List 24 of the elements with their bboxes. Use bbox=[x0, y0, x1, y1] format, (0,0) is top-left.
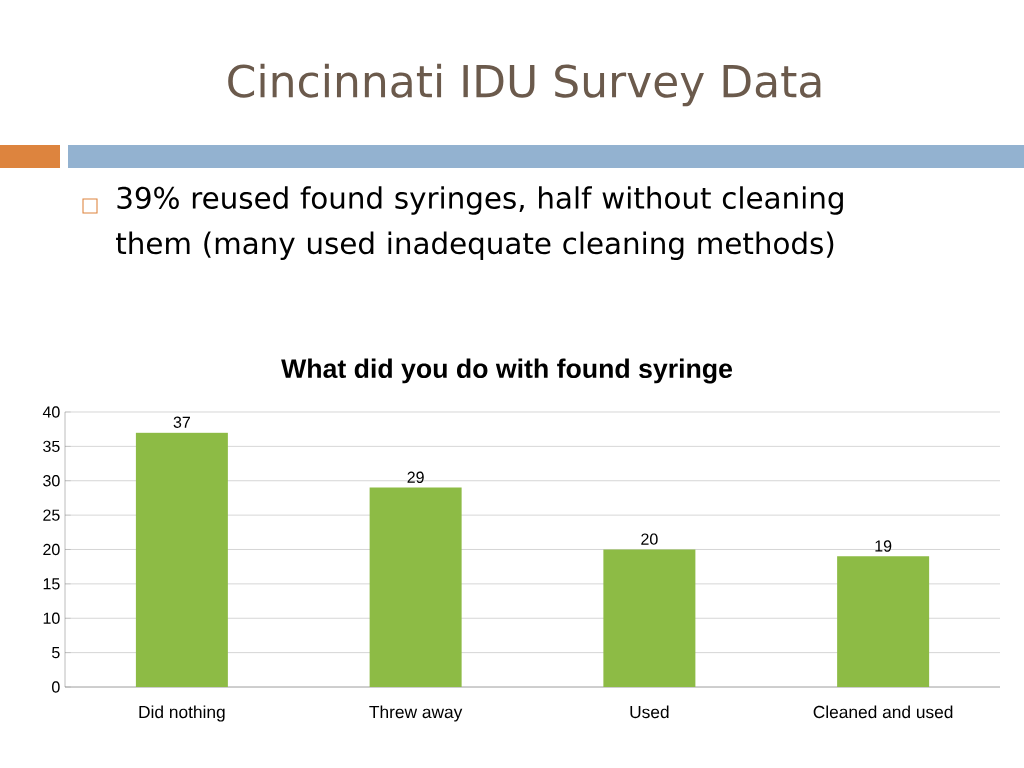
y-tick-label: 25 bbox=[43, 509, 60, 521]
y-tick-label: 15 bbox=[43, 578, 60, 590]
chart-title: What did you do with found syringe bbox=[281, 358, 733, 384]
y-tick-label: 30 bbox=[43, 475, 60, 487]
y-tick-label: 10 bbox=[43, 612, 60, 624]
y-tick-label: 35 bbox=[43, 440, 60, 453]
data-label: 37 bbox=[173, 416, 190, 428]
bar bbox=[135, 432, 228, 687]
text: 39% reused found syringes, half without cleaning them (many used inadequate cleaning methods) bbox=[116, 186, 843, 260]
bar bbox=[837, 556, 930, 687]
data-label: 20 bbox=[641, 533, 658, 545]
y-tick-label: 5 bbox=[52, 647, 60, 659]
bar bbox=[369, 487, 462, 687]
text: Cincinnati IDU Survey Data bbox=[228, 63, 821, 107]
data-label: 19 bbox=[875, 540, 892, 552]
x-tick-label: Used bbox=[630, 705, 669, 719]
y-tick-label: 0 bbox=[52, 681, 60, 693]
x-tick-label: Threw away bbox=[369, 705, 463, 722]
y-tick-label: 40 bbox=[42, 406, 60, 418]
x-tick-label: Cleaned and used bbox=[813, 705, 953, 719]
bar bbox=[603, 549, 696, 687]
data-label: 29 bbox=[407, 471, 424, 483]
y-tick-label: 20 bbox=[43, 543, 60, 556]
x-tick-label: Did nothing bbox=[139, 705, 225, 722]
